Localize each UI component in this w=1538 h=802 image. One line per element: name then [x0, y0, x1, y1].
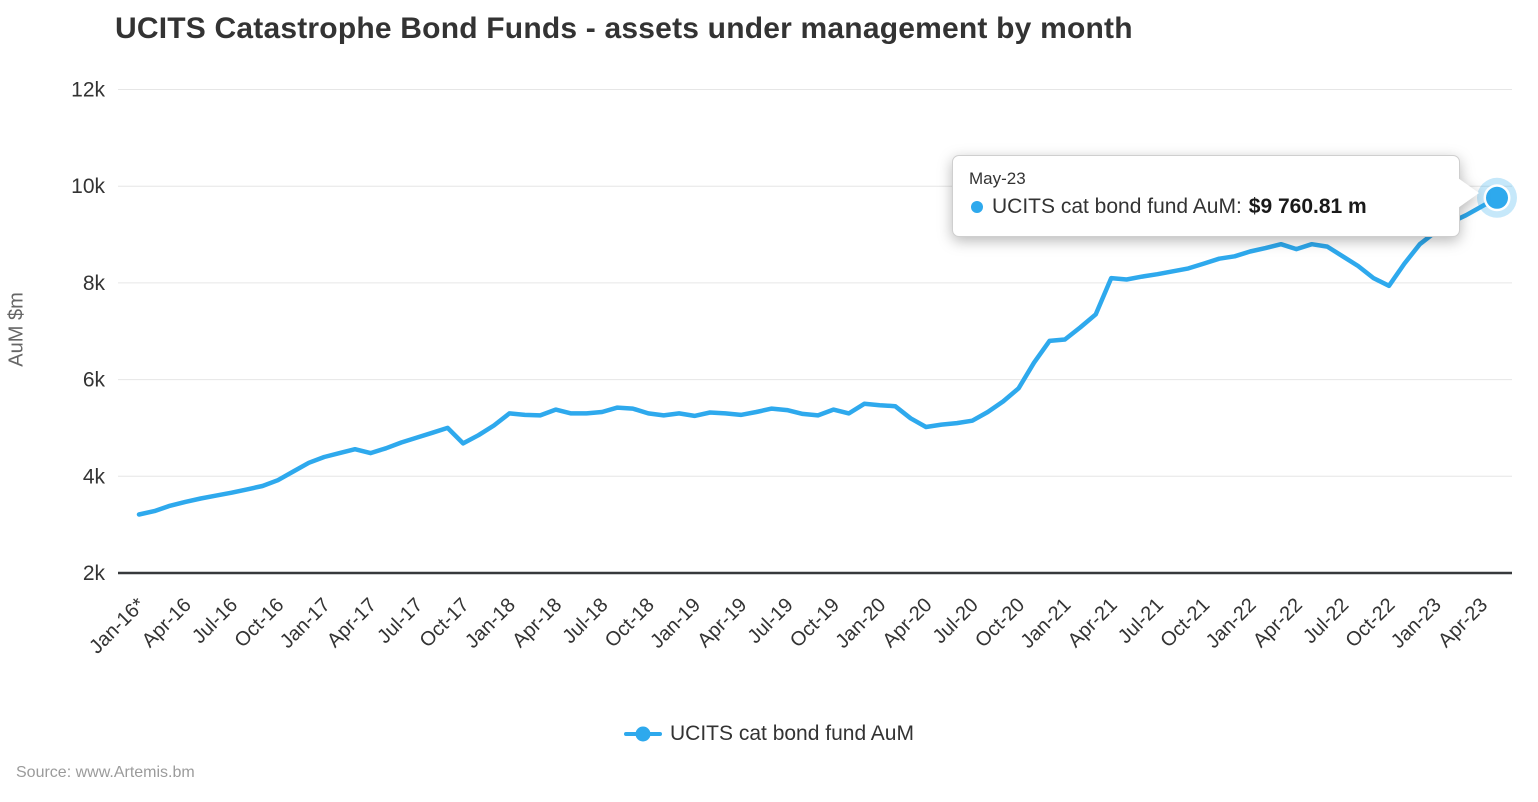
tooltip: May-23 UCITS cat bond fund AuM: $9 760.8… — [952, 155, 1479, 237]
x-tick-label: Jan-16* — [85, 594, 149, 658]
x-tick-label: Oct-17 — [416, 594, 474, 652]
legend-item[interactable]: UCITS cat bond fund AuM — [624, 722, 914, 746]
source-credit: Source: www.Artemis.bm — [16, 764, 195, 781]
x-tick-label: Oct-18 — [601, 594, 659, 652]
x-tick-label: Oct-21 — [1156, 594, 1214, 652]
chart-title: UCITS Catastrophe Bond Funds - assets un… — [115, 12, 1133, 45]
tooltip-series-label: UCITS cat bond fund AuM: — [992, 195, 1242, 218]
x-tick-label: Apr-16 — [138, 594, 196, 652]
tooltip-value: $9 760.81 m — [1248, 195, 1367, 218]
y-tick-label: 12k — [71, 79, 105, 102]
x-tick-label: Jan-21 — [1017, 594, 1076, 653]
y-tick-label: 6k — [83, 369, 106, 392]
series-bullet-icon — [971, 201, 983, 213]
x-tick-label: Apr-19 — [693, 594, 751, 652]
tooltip-date: May-23 — [969, 169, 1026, 188]
legend: UCITS cat bond fund AuM — [0, 722, 1538, 746]
x-tick-label: Apr-20 — [879, 594, 937, 652]
y-tick-label: 8k — [83, 272, 106, 295]
x-tick-label: Jan-19 — [646, 594, 705, 653]
legend-label: UCITS cat bond fund AuM — [670, 722, 914, 745]
x-tick-label: Jan-20 — [831, 594, 890, 653]
x-tick-label: Oct-16 — [230, 594, 288, 652]
y-tick-label: 2k — [83, 562, 106, 585]
active-point-marker[interactable] — [1486, 186, 1508, 209]
x-tick-label: Apr-22 — [1249, 594, 1307, 652]
x-tick-label: Jan-22 — [1202, 594, 1261, 653]
x-tick-label: Oct-19 — [786, 594, 844, 652]
x-tick-label: Jan-23 — [1387, 594, 1446, 653]
y-tick-label: 4k — [83, 465, 106, 488]
x-tick-label: Apr-23 — [1434, 594, 1492, 652]
y-tick-label: 10k — [71, 175, 105, 198]
legend-dot-icon — [635, 726, 651, 742]
aum-line-series[interactable] — [136, 195, 1500, 517]
x-tick-label: Apr-17 — [323, 594, 381, 652]
x-tick-label: Apr-21 — [1064, 594, 1122, 652]
x-tick-label: Oct-22 — [1342, 594, 1400, 652]
x-tick-label: Jan-18 — [461, 594, 520, 653]
tooltip-callout-arrow — [1458, 178, 1479, 208]
legend-line-marker-icon — [624, 726, 663, 742]
x-tick-label: Jan-17 — [276, 594, 335, 653]
x-tick-label: Oct-20 — [971, 594, 1029, 652]
x-tick-label: Apr-18 — [508, 594, 566, 652]
